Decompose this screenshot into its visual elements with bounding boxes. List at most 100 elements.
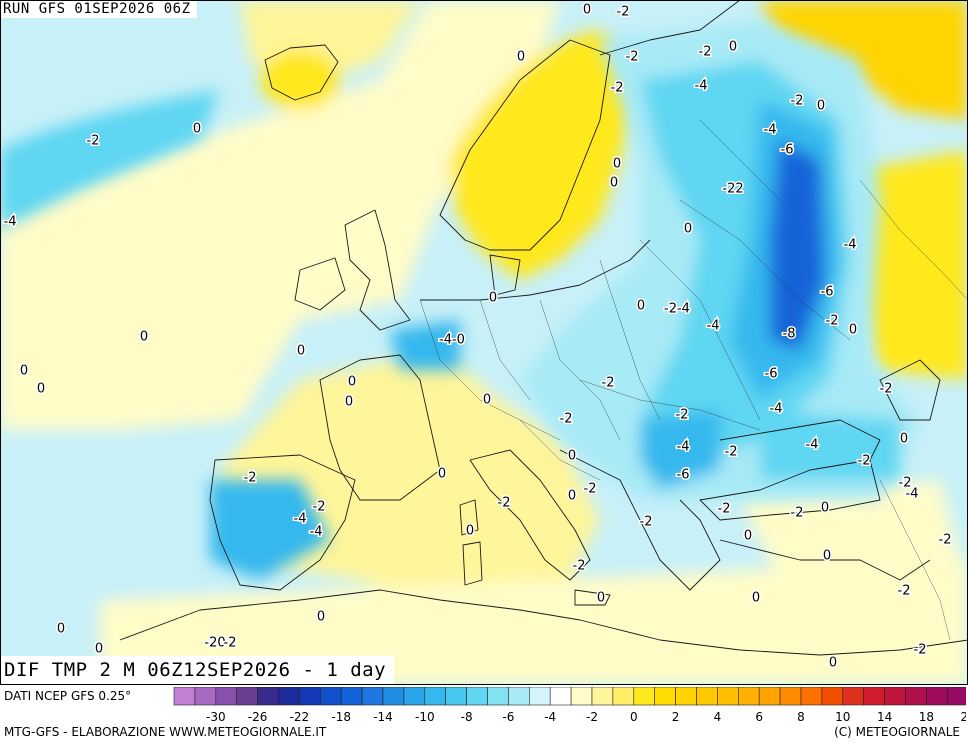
contour-value-halo: 0: [297, 344, 305, 359]
contour-value-halo: -4: [770, 402, 783, 417]
contour-value-label: 0: [466, 524, 474, 539]
contour-value-label: -2: [224, 636, 237, 651]
contour-value-halo: -2: [699, 45, 712, 60]
colorbar-swatch: [717, 687, 739, 706]
contour-value-halo: -2: [914, 643, 927, 658]
contour-value-halo: -4: [695, 79, 708, 94]
colorbar: -30-26-22-18-14-10-8-6-4-202468101418222…: [173, 687, 966, 724]
contour-value-label: -2: [791, 94, 804, 109]
contour-value-label: -2: [498, 496, 511, 511]
italy-outline: [469, 449, 591, 581]
colorbar-swatch: [278, 687, 300, 706]
data-source: DATI NCEP GFS 0.25°: [4, 689, 132, 703]
contour-value-label: 0: [744, 529, 752, 544]
contour-value-halo: -2: [87, 134, 100, 149]
contour-value-label: 0: [849, 323, 857, 338]
contour-value-halo: -2: [858, 454, 871, 469]
contour-value-label: -4: [806, 438, 819, 453]
contour-value-halo: 0: [140, 330, 148, 345]
contour-value-label: -2: [939, 533, 952, 548]
baltic-south-coast: [420, 239, 651, 301]
contour-value-label: -2: [826, 314, 839, 329]
contour-value-label: -2: [617, 5, 630, 20]
contour-value-label: 0: [597, 591, 605, 606]
colorbar-tick-label: -8: [461, 710, 473, 724]
contour-value-label: -2: [87, 134, 100, 149]
contour-value-label: 0: [37, 382, 45, 397]
contour-value-halo: -2: [725, 445, 738, 460]
sicily-outline: [574, 589, 611, 606]
contour-value-label: 0: [610, 176, 618, 191]
contour-value-label: 0: [729, 40, 737, 55]
colorbar-swatch: [570, 687, 593, 706]
contour-value-halo: -2: [626, 50, 639, 65]
contour-value-label: -2: [611, 81, 624, 96]
contour-value-label: 0: [438, 467, 446, 482]
contour-value-halo: -2: [826, 314, 839, 329]
contour-value-halo: -2: [560, 412, 573, 427]
colorbar-swatch: [320, 687, 342, 706]
contour-value-halo: -2: [939, 533, 952, 548]
contour-value-label: -2: [699, 45, 712, 60]
contour-value-halo: -2: [880, 382, 893, 397]
contour-value-halo: -2: [611, 81, 624, 96]
colorbar-swatch: [528, 687, 551, 706]
colorbar-tick-label: 8: [797, 710, 805, 724]
colorbar-swatch: [696, 687, 718, 706]
colorbar-swatch: [403, 687, 426, 706]
cold-anomaly-field: [0, 20, 920, 580]
balkan-coast: [559, 449, 721, 591]
contour-value-label: 0: [57, 622, 65, 637]
contour-value-halo: 0: [829, 656, 837, 671]
contour-value-halo: 0: [568, 449, 576, 464]
contour-value-label: 0: [684, 222, 692, 237]
colorbar-tick-label: -30: [206, 710, 226, 724]
contour-value-halo: -4: [4, 215, 17, 230]
contour-value-label: -2: [313, 500, 326, 515]
denmark-outline: [489, 254, 521, 296]
contour-value-halo: -4: [677, 440, 690, 455]
contour-value-halo: 0: [583, 3, 591, 18]
contour-value-halo: -2: [617, 5, 630, 20]
colorbar-swatch: [779, 687, 802, 706]
contour-value-label: -6: [821, 285, 834, 300]
contour-value-halo: -6: [677, 468, 690, 483]
contour-value-halo: 0: [610, 176, 618, 191]
france-west-coast: [319, 354, 441, 501]
contour-value-halo: -2: [676, 408, 689, 423]
contour-value-label: 0: [348, 375, 356, 390]
contour-value-label: -4: [707, 319, 720, 334]
contour-value-halo: -2: [224, 636, 237, 651]
legend-area: DATI NCEP GFS 0.25° -30 -26 -22 -18 -14 -10 -8…: [0, 685, 968, 745]
contour-value-halo: -2: [791, 94, 804, 109]
contour-value-halo: -2: [313, 500, 326, 515]
map-canvas: 00 -2-200 -2-200-2-2-4-4-2-200 -4-4-6-60000…: [0, 0, 968, 685]
contour-value-halo: 0: [438, 467, 446, 482]
contour-value-label: -2: [573, 559, 586, 574]
contour-value-halo: -20: [204, 636, 225, 651]
contour-value-halo: -6: [821, 285, 834, 300]
contour-value-label: -2: [718, 502, 731, 517]
colorbar-tick-label: 6: [755, 710, 763, 724]
contour-value-halo: 0: [348, 375, 356, 390]
contour-value-label: 0: [20, 364, 28, 379]
colorbar-tick-label: 22: [961, 710, 966, 724]
contour-value-halo: 0: [597, 591, 605, 606]
contour-value-label: -2: [626, 50, 639, 65]
contour-value-halo: -6: [781, 143, 794, 158]
colorbar-tick-label: 14: [877, 710, 892, 724]
contour-value-label: -2-4: [664, 302, 690, 317]
contour-value-halo: 0: [517, 50, 525, 65]
iberia-outline: [209, 454, 356, 591]
contour-value-label: -4: [844, 238, 857, 253]
colorbar-tick-label: 18: [919, 710, 934, 724]
contour-value-label: -4: [4, 215, 17, 230]
contour-value-label: 0: [752, 591, 760, 606]
contour-value-halo: 0: [684, 222, 692, 237]
contour-value-halo: 0: [613, 157, 621, 172]
contour-value-label: 0: [821, 501, 829, 516]
contour-value-halo: 0: [729, 40, 737, 55]
contour-value-label: 0: [583, 3, 591, 18]
contour-value-label: -6: [781, 143, 794, 158]
run-label: RUN GFS 01SEP2026 06Z: [0, 0, 197, 18]
